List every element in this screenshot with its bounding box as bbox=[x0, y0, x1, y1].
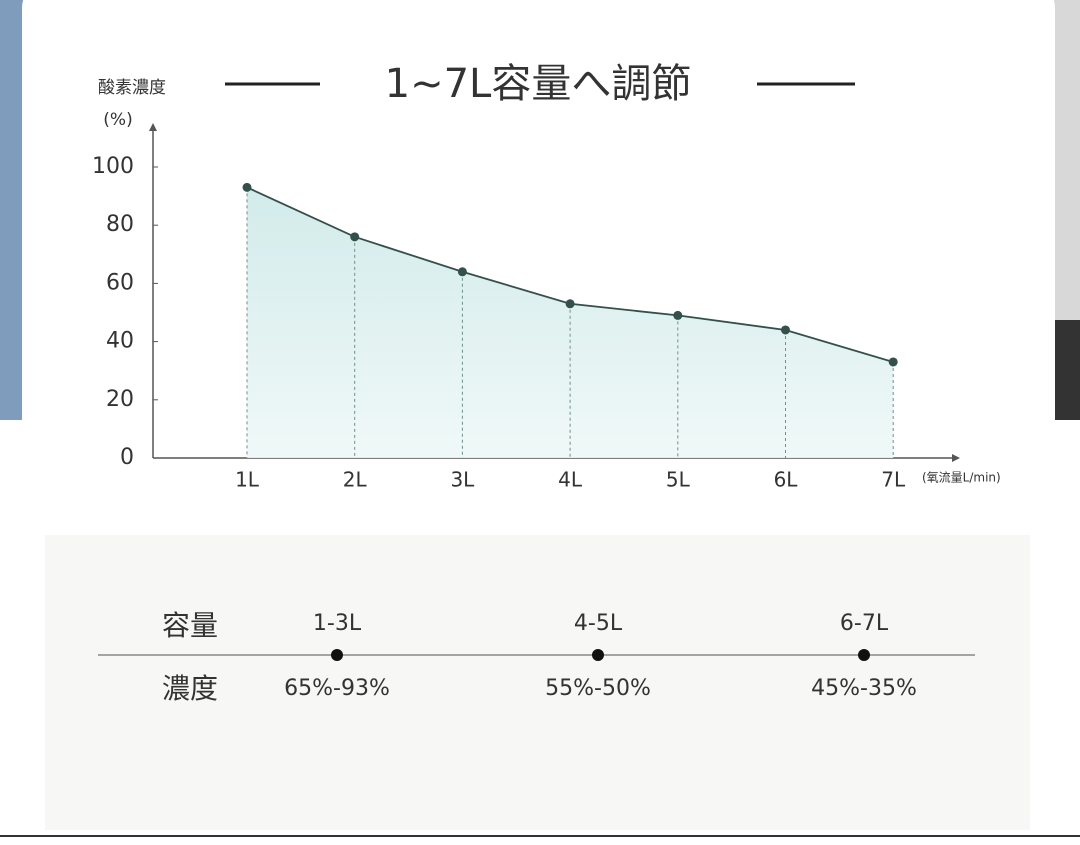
table-dot bbox=[858, 649, 870, 661]
x-tick-label: 1L bbox=[235, 468, 260, 492]
concentration: 65%-93% bbox=[284, 676, 390, 701]
y-tick-label: 0 bbox=[120, 445, 134, 470]
point bbox=[781, 325, 790, 335]
y-tick-label: 100 bbox=[92, 154, 134, 179]
capacity: 6-7L bbox=[840, 611, 889, 636]
concentration: 45%-35% bbox=[811, 676, 917, 701]
y-tick-label: 40 bbox=[106, 329, 134, 354]
point bbox=[350, 232, 360, 242]
y-axis-unit: (%) bbox=[103, 110, 132, 130]
y-axis-label: 酸素濃度 bbox=[98, 78, 166, 98]
x-tick-label: 2L bbox=[343, 468, 368, 492]
point bbox=[242, 182, 252, 192]
chart-title: 1~7L容量へ調節 bbox=[385, 61, 692, 107]
table-panel bbox=[45, 535, 1030, 830]
point bbox=[565, 299, 575, 309]
x-axis-label: (氧流量L/min) bbox=[922, 471, 1001, 485]
y-tick-label: 20 bbox=[106, 387, 134, 412]
y-tick-label: 80 bbox=[106, 212, 134, 237]
y-tick-label: 60 bbox=[106, 270, 134, 295]
x-tick-label: 6L bbox=[774, 468, 799, 492]
x-tick-label: 7L bbox=[881, 468, 906, 492]
point bbox=[888, 357, 898, 367]
right-edge-dark bbox=[1055, 320, 1080, 420]
point bbox=[457, 267, 467, 277]
x-tick-label: 3L bbox=[450, 468, 475, 492]
x-tick-label: 5L bbox=[666, 468, 691, 492]
capacity: 4-5L bbox=[574, 611, 623, 636]
row-label: 容量 bbox=[162, 609, 218, 642]
table-dot bbox=[331, 649, 343, 661]
x-arrow bbox=[952, 454, 960, 462]
point bbox=[673, 310, 683, 320]
y-arrow bbox=[149, 123, 157, 131]
table-dot bbox=[592, 649, 604, 661]
concentration: 55%-50% bbox=[545, 676, 651, 701]
row-label: 濃度 bbox=[162, 672, 218, 705]
x-tick-label: 4L bbox=[558, 468, 583, 492]
capacity: 1-3L bbox=[313, 611, 362, 636]
